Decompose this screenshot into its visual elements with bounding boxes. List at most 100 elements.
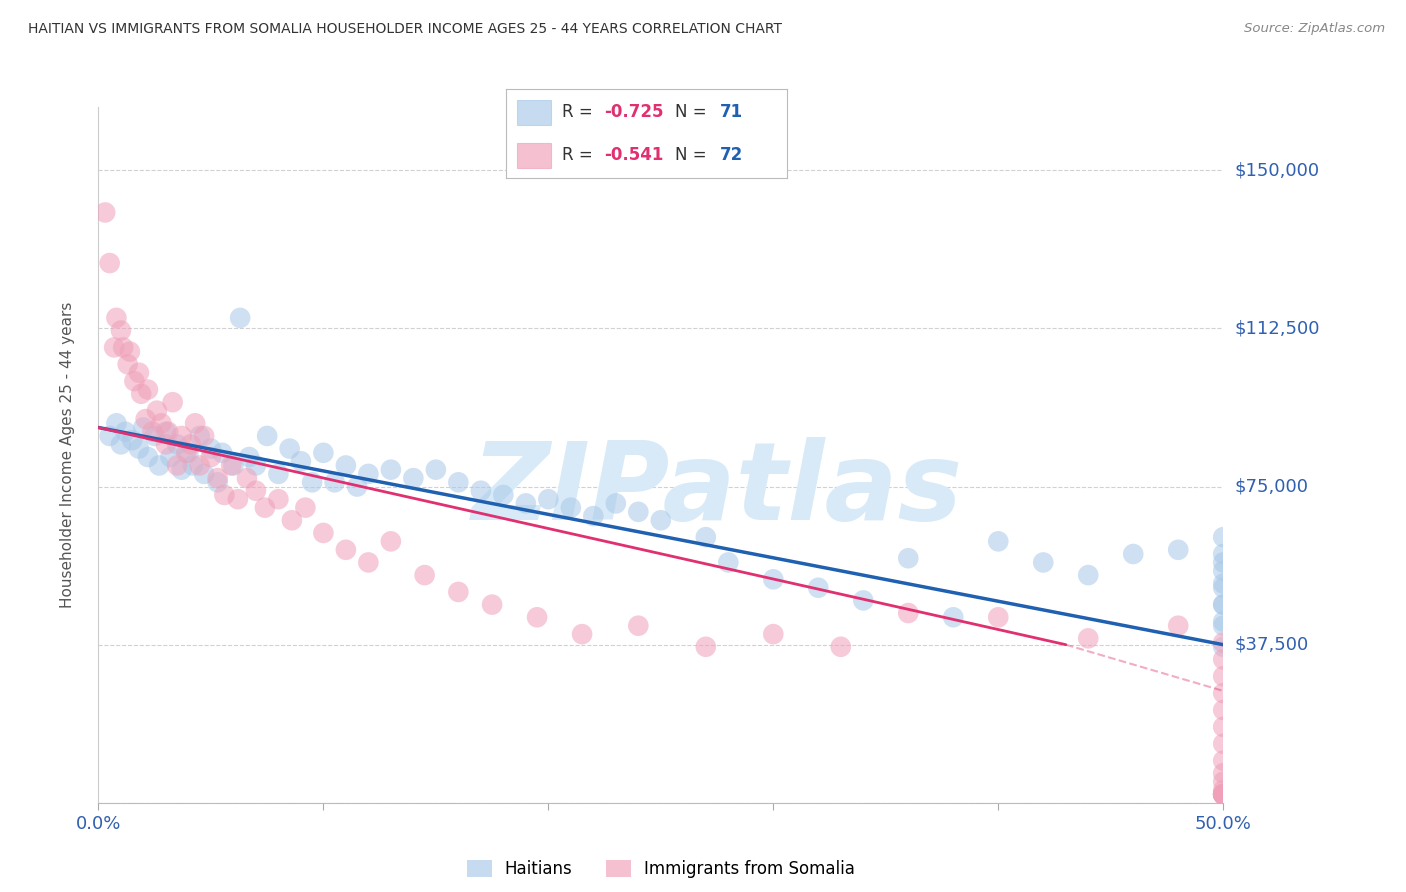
Point (605, 496, 627, 510)
Point (229, 310, 252, 325)
Point (1212, 686, 1234, 700)
Point (188, 458, 211, 473)
Point (155, 437, 177, 451)
Point (1212, 788, 1234, 802)
Point (447, 475, 470, 490)
Text: -0.541: -0.541 (605, 146, 664, 164)
Point (1122, 547, 1144, 561)
Point (177, 446, 200, 460)
Point (380, 534, 402, 549)
Point (492, 488, 515, 502)
Point (238, 450, 260, 464)
Point (256, 429, 278, 443)
Point (143, 429, 166, 443)
Point (1212, 720, 1234, 734)
Point (114, 425, 136, 439)
Point (110, 324, 132, 338)
Point (162, 395, 184, 409)
Point (135, 412, 157, 426)
Point (1212, 669, 1234, 683)
Point (98, 429, 121, 443)
Point (236, 471, 259, 485)
Point (1212, 783, 1234, 797)
Point (226, 492, 249, 507)
Point (1212, 788, 1234, 802)
Point (124, 374, 146, 388)
Point (207, 475, 229, 490)
Point (117, 357, 139, 371)
Point (150, 417, 173, 431)
Point (1212, 530, 1234, 544)
Point (105, 310, 128, 325)
Point (166, 437, 188, 451)
Point (253, 500, 276, 515)
Point (200, 442, 222, 456)
Point (278, 442, 301, 456)
Point (335, 458, 357, 473)
Legend: Haitians, Immigrants from Somalia: Haitians, Immigrants from Somalia (460, 854, 862, 885)
Point (188, 429, 211, 443)
Point (481, 598, 503, 612)
Point (312, 525, 335, 540)
Point (695, 640, 717, 654)
Point (1212, 598, 1234, 612)
Point (413, 568, 436, 582)
Point (470, 483, 492, 498)
Text: N =: N = (675, 146, 711, 164)
Point (180, 437, 202, 451)
Point (627, 505, 650, 519)
Point (1167, 542, 1189, 557)
Point (222, 458, 245, 473)
Point (1077, 632, 1099, 646)
Point (1212, 598, 1234, 612)
Point (1212, 788, 1234, 802)
Point (193, 429, 215, 443)
Point (942, 610, 965, 624)
Point (515, 496, 537, 510)
Point (200, 450, 222, 464)
Point (98, 256, 121, 270)
Point (425, 463, 447, 477)
Point (170, 429, 193, 443)
Point (118, 344, 141, 359)
Text: N =: N = (675, 103, 711, 121)
Point (357, 556, 380, 570)
Text: $37,500: $37,500 (1234, 636, 1309, 654)
Point (166, 458, 188, 473)
Text: $150,000: $150,000 (1234, 161, 1319, 179)
Point (830, 640, 852, 654)
Point (312, 446, 335, 460)
Point (184, 417, 207, 431)
Point (110, 437, 132, 451)
Point (447, 585, 470, 599)
Point (717, 556, 740, 570)
Point (193, 467, 215, 481)
FancyBboxPatch shape (517, 100, 551, 125)
Text: HAITIAN VS IMMIGRANTS FROM SOMALIA HOUSEHOLDER INCOME AGES 25 - 44 YEARS CORRELA: HAITIAN VS IMMIGRANTS FROM SOMALIA HOUSE… (28, 22, 782, 37)
Point (1212, 737, 1234, 751)
Text: R =: R = (562, 146, 599, 164)
Text: 72: 72 (720, 146, 744, 164)
Point (1212, 547, 1234, 561)
Text: R =: R = (562, 103, 599, 121)
Point (146, 403, 169, 417)
Point (105, 417, 128, 431)
Point (157, 425, 180, 439)
Point (357, 467, 380, 481)
Point (214, 488, 236, 502)
Point (852, 593, 875, 607)
Point (987, 534, 1010, 549)
Text: -0.725: -0.725 (605, 103, 664, 121)
Point (1212, 754, 1234, 768)
Point (897, 606, 920, 620)
Point (141, 425, 163, 439)
Text: 71: 71 (720, 103, 742, 121)
Point (402, 471, 425, 485)
Point (346, 479, 368, 493)
Point (1212, 615, 1234, 629)
Point (650, 513, 672, 527)
Point (1212, 652, 1234, 666)
Point (155, 425, 177, 439)
Point (1212, 618, 1234, 632)
Point (582, 509, 605, 524)
